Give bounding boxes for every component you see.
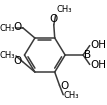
Text: OH: OH xyxy=(90,40,106,50)
Text: CH₃: CH₃ xyxy=(0,51,16,60)
Text: O: O xyxy=(60,81,69,91)
Text: CH₃: CH₃ xyxy=(56,5,72,14)
Text: B: B xyxy=(84,50,91,60)
Text: CH₃: CH₃ xyxy=(64,91,79,100)
Text: CH₃: CH₃ xyxy=(0,24,16,33)
Text: O: O xyxy=(13,56,22,66)
Text: OH: OH xyxy=(90,60,106,70)
Text: O: O xyxy=(50,14,58,24)
Text: O: O xyxy=(13,22,22,32)
